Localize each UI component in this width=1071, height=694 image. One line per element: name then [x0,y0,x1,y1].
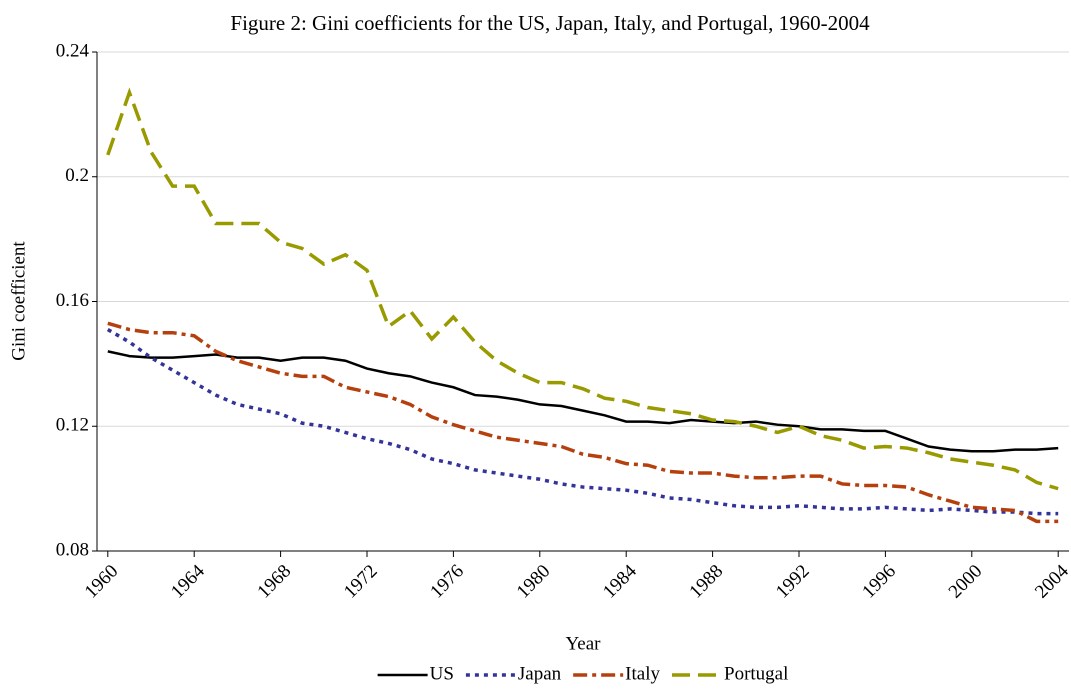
x-axis-label: Year [565,633,601,654]
y-tick-label: 0.16 [56,290,89,311]
x-tick-label: 2004 [1031,560,1071,602]
x-tick-label: 1992 [772,561,814,603]
legend-label: US [430,663,454,684]
x-tick-label: 1968 [253,561,295,603]
chart-title: Figure 2: Gini coefficients for the US, … [230,11,870,35]
x-tick-label: 2000 [945,561,987,603]
x-tick-label: 1980 [513,561,555,603]
x-tick-label: 1988 [685,561,727,603]
x-tick-label: 1976 [426,561,468,603]
legend: US Japan Italy Portugal [377,663,788,684]
y-tick-label: 0.12 [56,415,89,436]
series-line [107,350,1059,453]
x-tick-label: 1964 [167,560,209,602]
series-line [106,328,1059,516]
y-tick-label: 0.2 [65,165,89,186]
series-line [106,87,1059,491]
legend-label: Italy [625,663,660,684]
y-tick-label: 0.08 [56,539,89,560]
x-tick-label: 1984 [599,560,641,602]
y-tick-label: 0.24 [56,40,90,61]
legend-label: Portugal [724,663,788,684]
series-line [107,321,1059,524]
x-tick-label: 1996 [858,561,900,603]
x-tick-label: 1972 [340,561,382,603]
y-axis-label: Gini coefficient [8,241,29,361]
legend-label: Japan [518,663,562,684]
x-tick-label: 1960 [81,561,123,603]
